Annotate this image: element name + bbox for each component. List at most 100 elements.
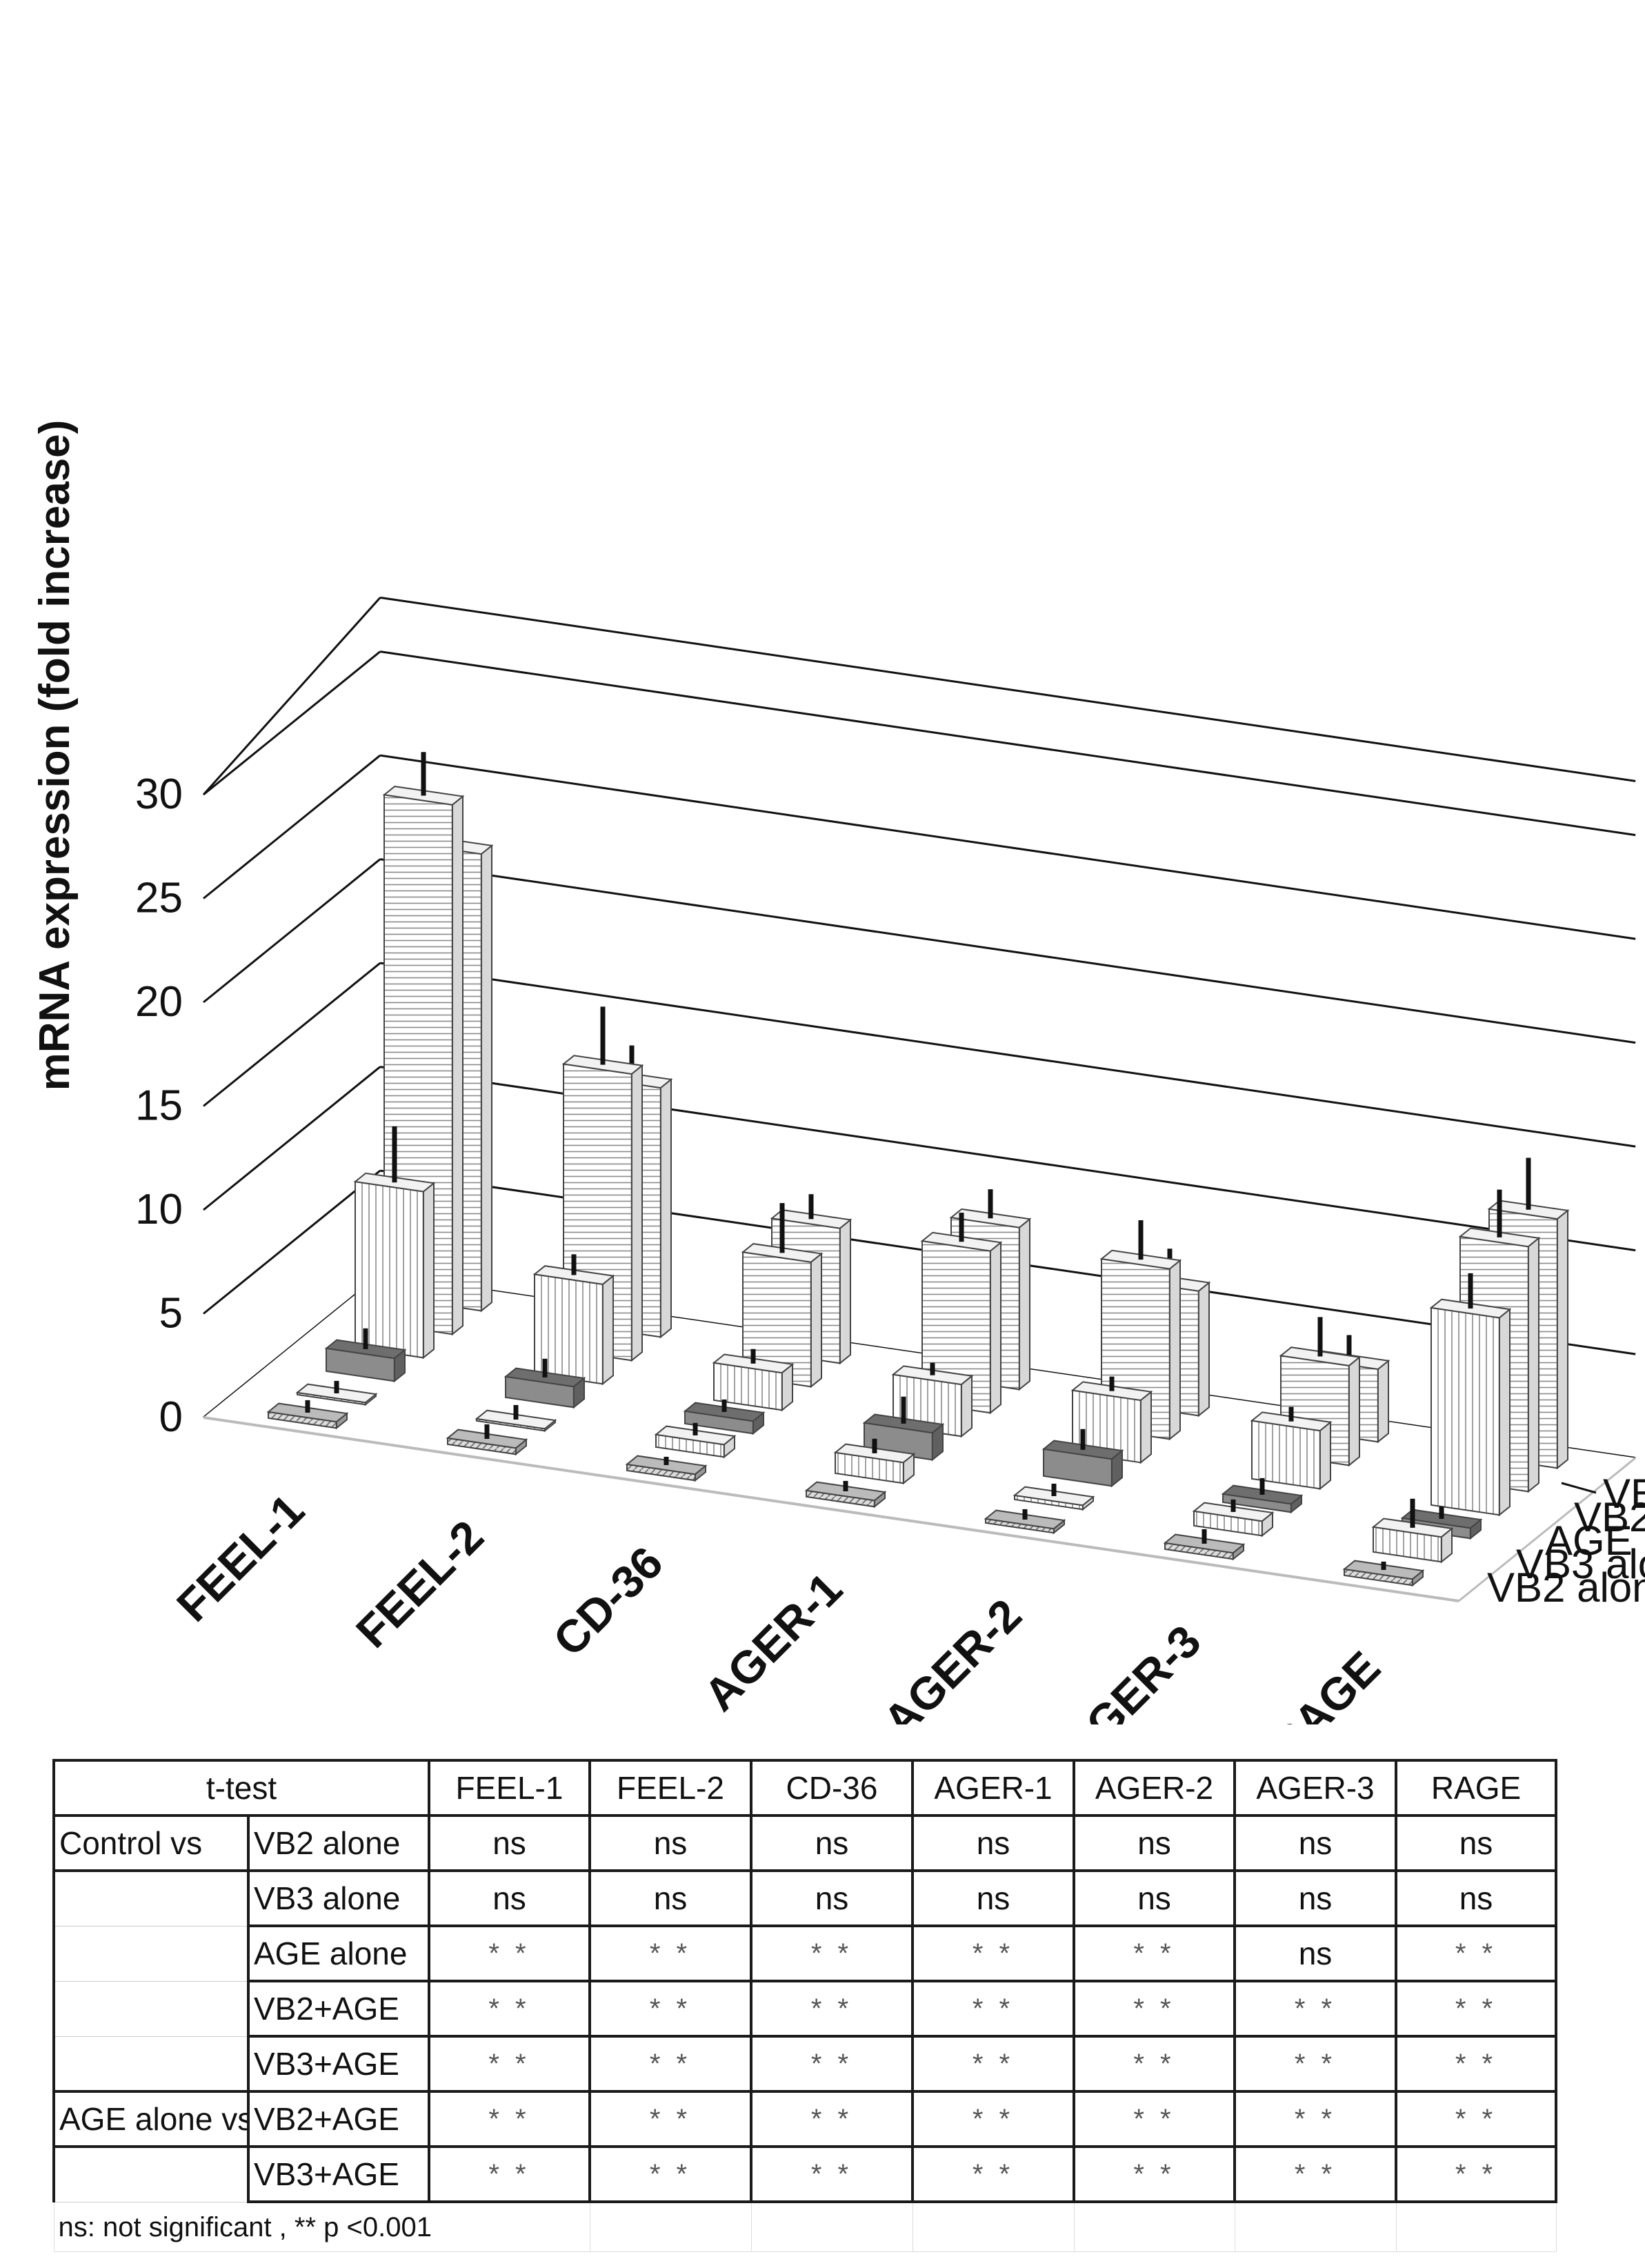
table-cell: * * [911, 2090, 1075, 2148]
legend-label: VB3 alone [1516, 1541, 1645, 1587]
table-empty-cell [912, 2201, 1075, 2252]
table-cell: ns [428, 1869, 591, 1927]
table-cell: ns [588, 1814, 752, 1872]
bar-top [295, 1383, 378, 1404]
table-cell: * * [911, 1980, 1075, 2038]
table-empty-cell [750, 2201, 913, 2252]
table-cell: * * [1073, 2090, 1236, 2148]
y-tick-label: 0 [159, 1393, 183, 1441]
table-cell: ns [588, 1869, 752, 1927]
bar-top [475, 1409, 557, 1430]
category-label: FEEL-1 [167, 1484, 314, 1631]
table-cell: ns [911, 1814, 1075, 1872]
table-corner: t-test [52, 1759, 430, 1817]
table-empty-cell [1234, 2201, 1397, 2252]
back-wall-top [379, 596, 1636, 782]
table-cell: ns [1233, 1924, 1397, 1982]
row-label: VB2+AGE [247, 2090, 430, 2148]
bar-side [1527, 1236, 1539, 1493]
category-label: FEEL-2 [346, 1511, 493, 1658]
table-cell: * * [1395, 2090, 1557, 2148]
category-label: AGER-1 [694, 1563, 852, 1721]
table-row: Control vs VB2 alone ns ns ns ns ns ns ns [52, 1814, 1557, 1872]
bar-top [561, 1055, 644, 1075]
row-label: VB2+AGE [247, 1980, 430, 2038]
gridline-side [203, 1169, 381, 1315]
table-cell: ns [1395, 1869, 1557, 1927]
floor-front-edge [203, 1416, 1459, 1602]
table-col-header: AGER-1 [911, 1759, 1075, 1817]
bar-side [839, 1218, 851, 1365]
table-col-header: AGER-2 [1073, 1759, 1236, 1817]
table-row: VB3+AGE * * * * * * * * * * * * * * [52, 2035, 1557, 2093]
row-group-label [52, 2146, 250, 2202]
bar-top [654, 1425, 737, 1446]
bar-side [960, 1374, 973, 1438]
table-row: AGE alone * * * * * * * * * * ns * * [52, 1924, 1557, 1982]
gridline-back [379, 650, 1636, 837]
legend-leader [1561, 1482, 1597, 1494]
bar-side [810, 1252, 822, 1389]
bars [266, 752, 1570, 1587]
table-cell: * * [1395, 1924, 1557, 1982]
bar-side [1197, 1281, 1210, 1418]
bar-side [451, 795, 463, 1336]
row-label: VB3 alone [247, 1869, 430, 1927]
bar-top [1400, 1509, 1483, 1529]
table-cell: * * [428, 1924, 591, 1982]
y-tick-label: 30 [135, 770, 183, 818]
table-cell: ns [1233, 1814, 1397, 1872]
row-group-label [52, 1925, 250, 1982]
category-label: RAGE [1261, 1642, 1390, 1724]
table-cell: * * [750, 1924, 914, 1982]
bar-front [1430, 1306, 1500, 1516]
bar-top [1279, 1346, 1362, 1366]
gridline-back [379, 858, 1636, 1044]
table-cell: * * [1233, 2145, 1397, 2203]
bar-side [659, 1077, 672, 1339]
legend-label: VB2 alone [1487, 1564, 1645, 1611]
y-tick-label: 10 [135, 1186, 183, 1233]
table-cell: * * [1395, 2035, 1557, 2093]
table-cell: * * [588, 1924, 752, 1982]
table-col-header: CD-36 [750, 1759, 914, 1817]
bar-side [601, 1274, 614, 1386]
row-group-label [52, 1870, 250, 1927]
table-cell: * * [911, 2035, 1075, 2093]
bar-top [1458, 1227, 1541, 1248]
bar-side [1556, 1208, 1568, 1470]
table-footnote-row: ns: not significant , ** p <0.001 [53, 2201, 1557, 2252]
table-cell: * * [428, 2090, 591, 2148]
table-col-header: AGER-3 [1233, 1759, 1397, 1817]
bar-side [1139, 1390, 1152, 1464]
bar-side [989, 1241, 1001, 1415]
row-label: VB3+AGE [247, 2035, 430, 2093]
gridline-side [203, 962, 381, 1107]
bar-side [1498, 1308, 1511, 1517]
table-row: VB3 alone ns ns ns ns ns ns ns [52, 1869, 1557, 1927]
table-row: AGE alone vs VB2+AGE * * * * * * * * * * * * * * [52, 2090, 1557, 2148]
gridline-side [203, 650, 381, 796]
table-col-header: FEEL-2 [588, 1759, 752, 1817]
table-cell: ns [1395, 1814, 1557, 1872]
table-cell: ns [750, 1869, 914, 1927]
y-tick-label: 20 [135, 978, 183, 1026]
bar-side [422, 1182, 435, 1360]
gridline-side [203, 1066, 381, 1211]
bar-side [1319, 1420, 1331, 1491]
y-tick-label: 25 [135, 875, 183, 922]
gridline-side [203, 754, 381, 899]
table-cell: ns [1073, 1869, 1236, 1927]
table-row: VB2+AGE * * * * * * * * * * * * * * [52, 1980, 1557, 2038]
table-cell: ns [750, 1814, 914, 1872]
table-cell: * * [1073, 2145, 1236, 2203]
bar-side [1377, 1359, 1389, 1444]
table-cell: * * [911, 2145, 1075, 2203]
table-cell: ns [1073, 1814, 1236, 1872]
table-header-row: t-test FEEL-1 FEEL-2 CD-36 AGER-1 AGER-2 AGER-… [52, 1759, 1557, 1817]
table-cell: * * [1395, 2145, 1557, 2203]
bar-side [630, 1064, 643, 1362]
category-label: AGER-2 [873, 1589, 1031, 1724]
gridline-side [203, 858, 381, 1004]
table-cell: * * [911, 1924, 1075, 1982]
